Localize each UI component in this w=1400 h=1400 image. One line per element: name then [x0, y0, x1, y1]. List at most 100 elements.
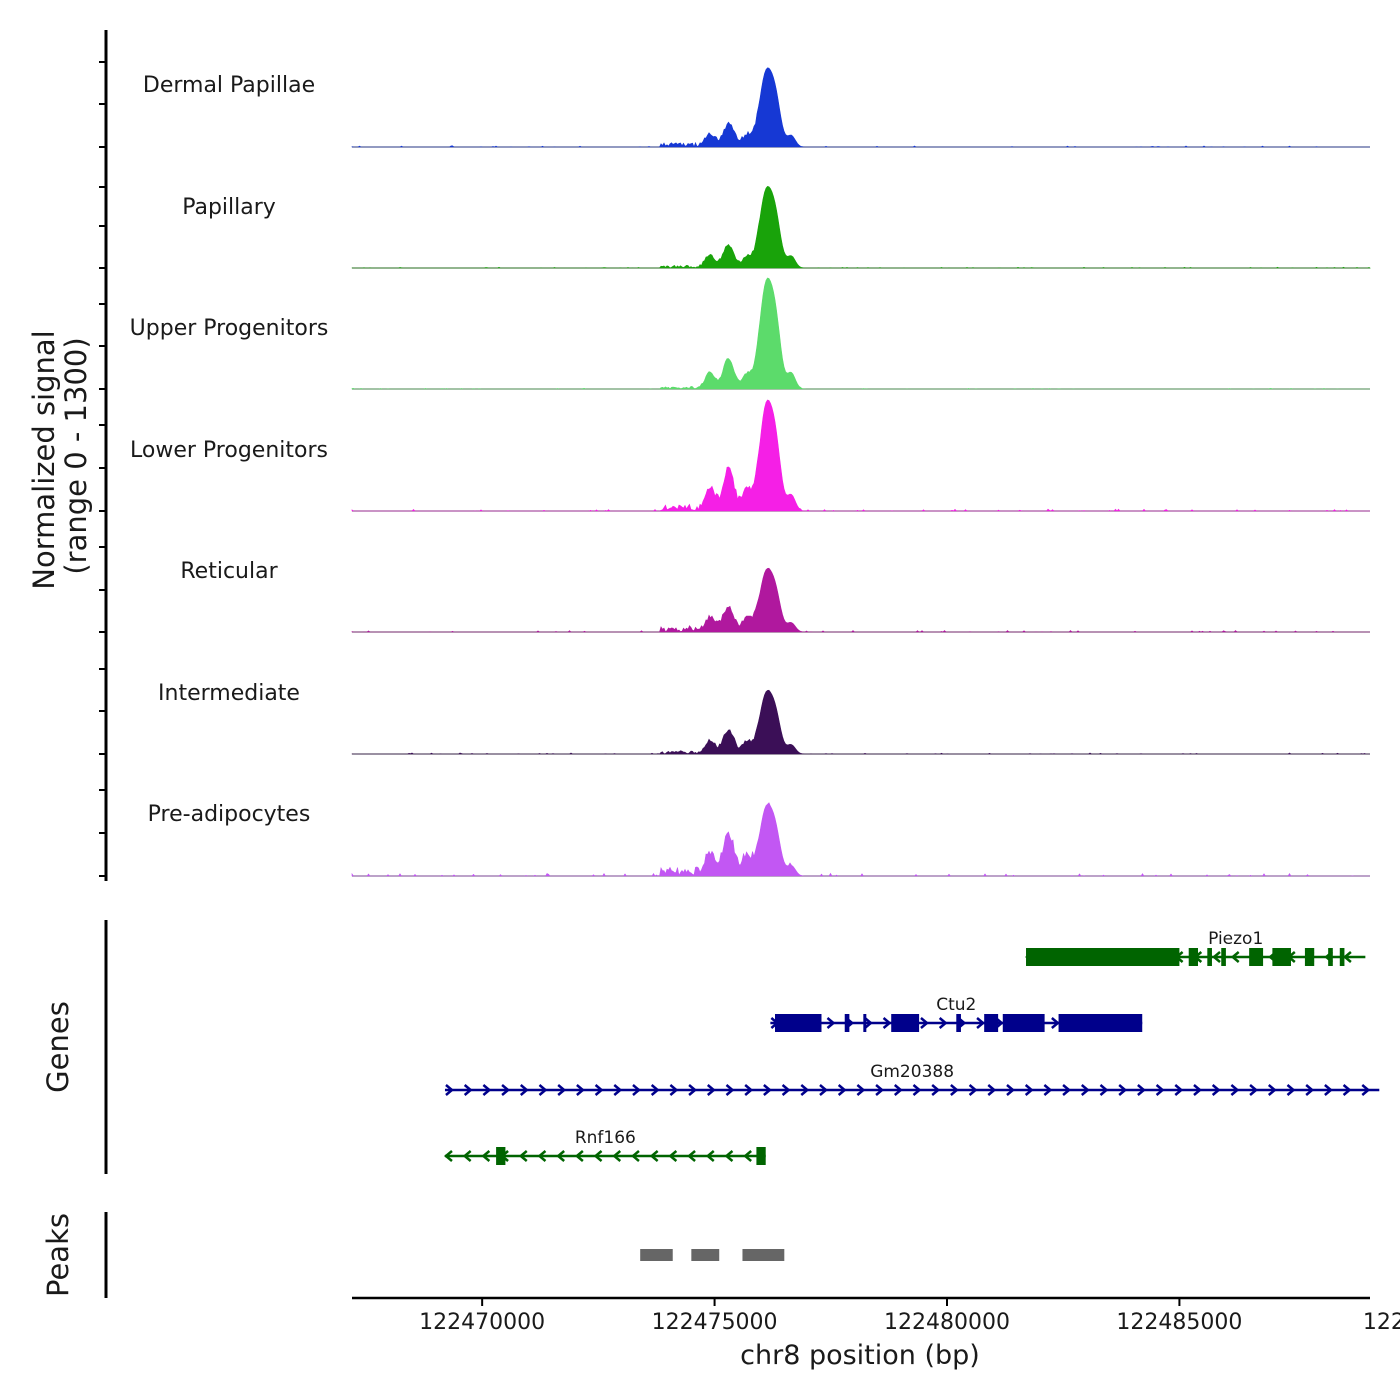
strand-arrow [687, 1150, 696, 1162]
x-tick-label: 122485000 [1116, 1310, 1242, 1335]
strand-arrow [1080, 1084, 1090, 1096]
strand-arrow [1099, 1084, 1109, 1096]
strand-arrow [649, 1150, 659, 1162]
strand-arrow [668, 1150, 678, 1162]
track-label: Pre-adipocytes [148, 802, 311, 827]
exon-block [1058, 1014, 1143, 1032]
strand-arrow [882, 1017, 892, 1029]
strand-arrow [538, 1084, 548, 1096]
track-reticular: Reticular [180, 559, 1370, 633]
strand-arrow [519, 1084, 529, 1096]
exon [1221, 948, 1226, 966]
strand-arrow [501, 1084, 511, 1096]
coverage-area [351, 567, 1370, 633]
peak [742, 1249, 785, 1261]
coverage-area [351, 67, 1370, 148]
strand-arrow [537, 1150, 547, 1162]
strand-arrow [931, 1084, 941, 1096]
strand-arrow [826, 1017, 836, 1029]
strand-arrow [1051, 1017, 1060, 1029]
gene-rnf166: Rnf166 [444, 1128, 766, 1165]
x-tick-label: 1224900 [1363, 1310, 1400, 1335]
peak-regions [640, 1249, 785, 1261]
gene-ctu2: Ctu2 [770, 995, 1143, 1032]
strand-arrow [705, 1150, 715, 1162]
strand-arrow [1193, 1084, 1202, 1096]
track-label: Dermal Papillae [143, 73, 315, 98]
strand-arrow [593, 1150, 603, 1162]
track-label: Intermediate [158, 681, 300, 706]
strand-arrow [864, 1017, 873, 1029]
strand-arrow [856, 1084, 866, 1096]
strand-arrow [800, 1084, 810, 1096]
gene-gm20388: Gm20388 [444, 1062, 1380, 1096]
strand-arrow [463, 1084, 473, 1096]
exon [1328, 948, 1333, 966]
strand-arrow [725, 1084, 735, 1096]
strand-arrow [763, 1084, 772, 1096]
exon [756, 1147, 766, 1165]
strand-arrow [950, 1084, 959, 1096]
strand-arrow [976, 1017, 986, 1029]
strand-arrow [893, 1084, 903, 1096]
exon [956, 1014, 961, 1032]
strand-arrow [576, 1084, 585, 1096]
genes-panel-title: Genes [41, 1001, 75, 1093]
strand-arrow [1361, 1084, 1371, 1096]
exon [1188, 948, 1199, 966]
strand-arrow [1211, 1084, 1221, 1096]
strand-arrow [1324, 1084, 1333, 1096]
strand-arrow [632, 1084, 641, 1096]
strand-arrow [462, 1150, 472, 1162]
exon [984, 1014, 999, 1032]
x-axis-title: chr8 position (bp) [740, 1340, 980, 1371]
x-tick-label: 122475000 [652, 1310, 778, 1335]
x-tick-label: 122470000 [419, 1310, 545, 1335]
strand-arrow [781, 1084, 791, 1096]
strand-arrow [574, 1150, 584, 1162]
gene-piezo1: Piezo1 [1025, 929, 1366, 966]
exon [1207, 948, 1212, 966]
strand-arrow [445, 1084, 454, 1096]
coverage-area [351, 186, 1372, 269]
exon [1272, 948, 1291, 966]
strand-arrow [819, 1084, 828, 1096]
strand-arrow [1212, 951, 1221, 963]
y-axis-title-line1: Normalized signal [27, 330, 61, 589]
track-papillary: Papillary [182, 186, 1372, 269]
track-label: Lower Progenitors [130, 438, 328, 463]
exon-block [775, 1014, 822, 1032]
strand-arrow [987, 1084, 997, 1096]
strand-arrow [1267, 1084, 1277, 1096]
strand-arrow [631, 1150, 640, 1162]
coverage-area [351, 689, 1370, 755]
strand-arrow [481, 1150, 491, 1162]
coverage-tracks: Dermal Papillae Papillary Upper Progenitor… [130, 67, 1372, 877]
strand-arrow [912, 1084, 922, 1096]
strand-arrow [1006, 1084, 1015, 1096]
gene-label: Gm20388 [870, 1062, 954, 1082]
peak [640, 1249, 673, 1261]
strand-arrow [1137, 1084, 1146, 1096]
strand-arrow [744, 1084, 754, 1096]
gene-label: Ctu2 [936, 995, 976, 1015]
strand-arrow [613, 1084, 623, 1096]
strand-arrow [669, 1084, 679, 1096]
track-upper-progenitors: Upper Progenitors [130, 277, 1370, 390]
gene-label: Piezo1 [1208, 929, 1263, 949]
x-axis-ticks: 122470000 122475000 122480000 122485000 1224… [419, 1298, 1400, 1335]
strand-arrow [1174, 1084, 1184, 1096]
strand-arrow [594, 1084, 604, 1096]
coverage-y-ticks [99, 61, 106, 877]
strand-arrow [837, 1084, 847, 1096]
strand-arrow [1155, 1084, 1165, 1096]
y-axis-title-line2: (range 0 - 1300) [59, 337, 93, 574]
coverage-area [351, 277, 1370, 390]
track-pre-adipocytes: Pre-adipocytes [148, 802, 1370, 877]
strand-arrow [482, 1084, 492, 1096]
exon [496, 1147, 506, 1165]
strand-arrow [688, 1084, 698, 1096]
strand-arrow [875, 1084, 885, 1096]
exon [1339, 948, 1345, 966]
